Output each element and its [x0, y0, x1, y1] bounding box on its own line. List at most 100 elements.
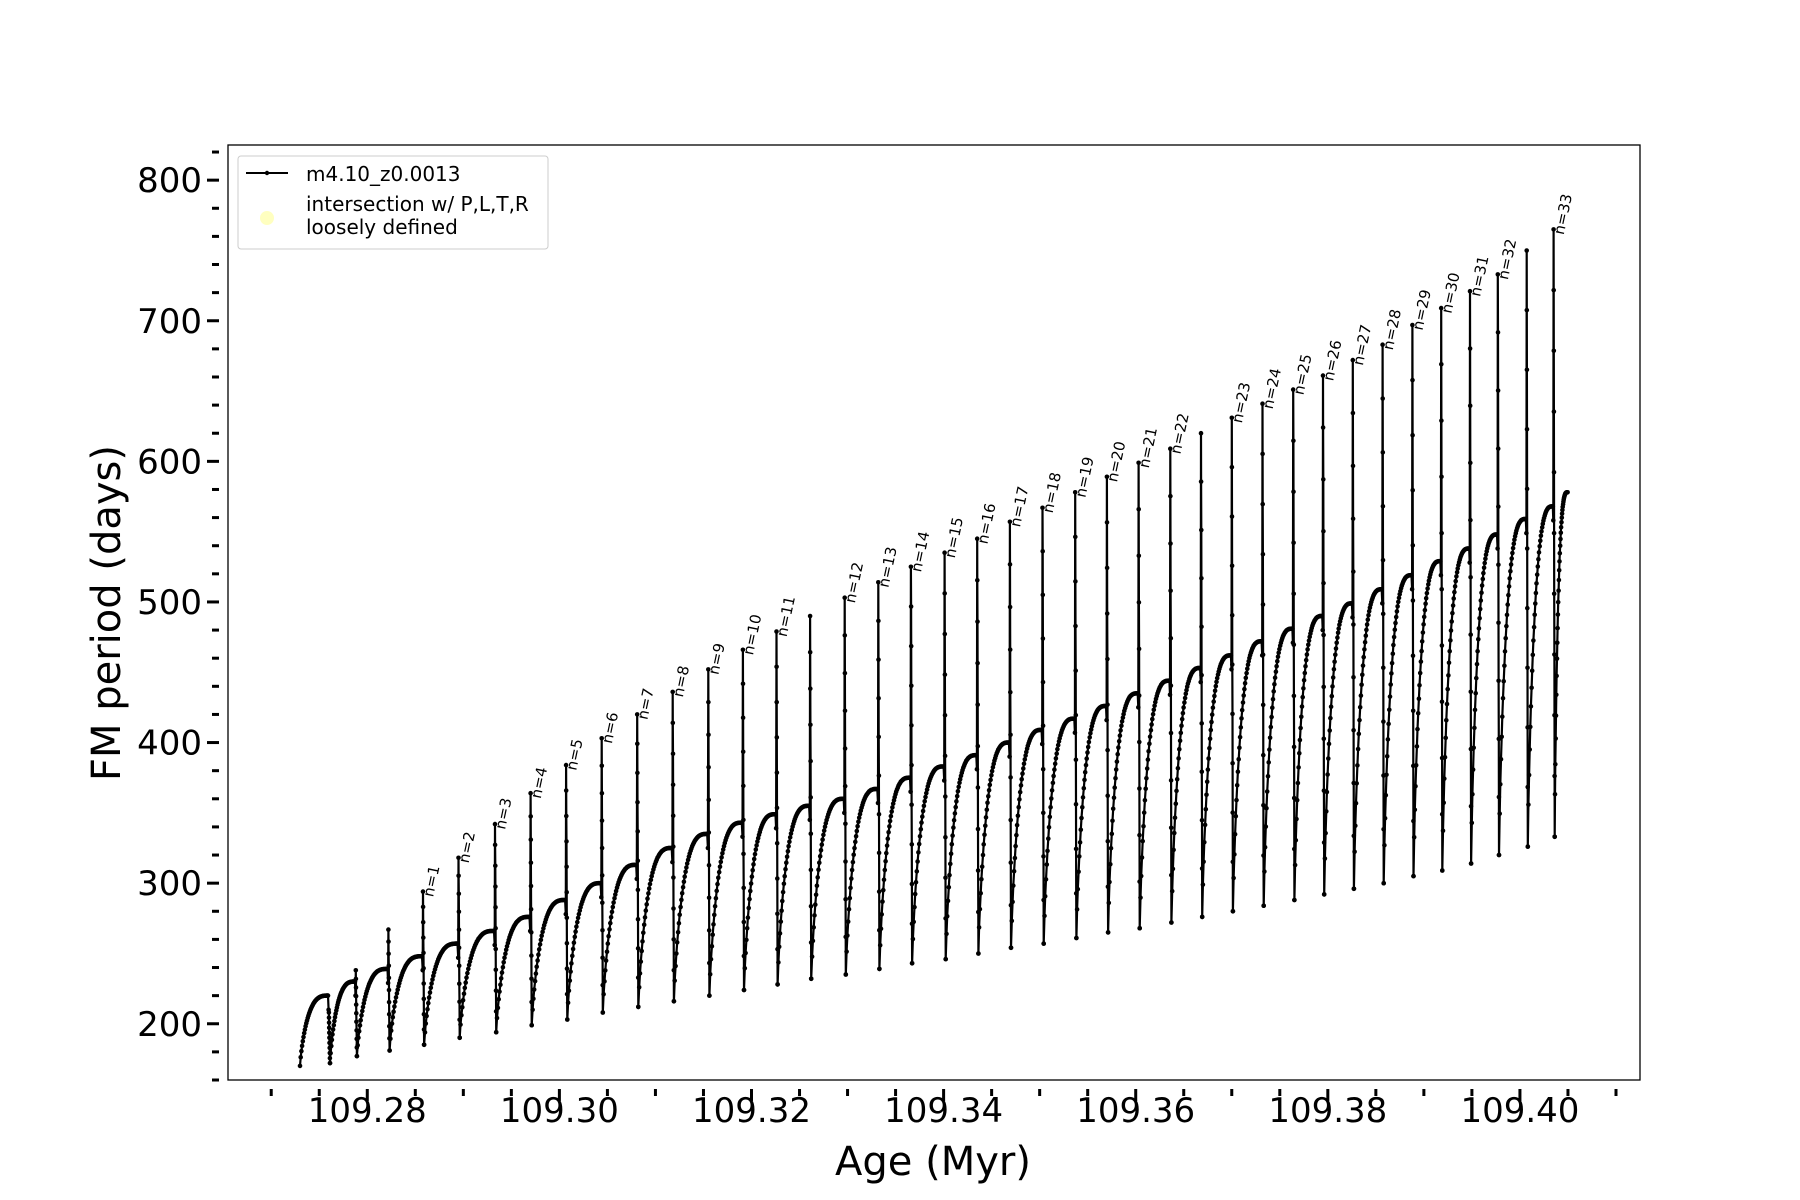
data-point: [975, 826, 981, 832]
data-point: [809, 954, 815, 959]
data-point: [890, 805, 895, 810]
data-point: [1117, 733, 1123, 738]
data-point: [975, 702, 980, 707]
data-point: [775, 911, 780, 917]
data-point: [1136, 693, 1142, 698]
data-point: [1446, 673, 1451, 678]
data-point: [1414, 744, 1420, 749]
data-point: [1198, 679, 1203, 685]
data-point: [493, 863, 498, 868]
data-point: [741, 885, 746, 891]
data-point: [298, 1055, 304, 1060]
data-point: [466, 966, 471, 972]
data-point: [1230, 810, 1235, 815]
data-point: [635, 946, 641, 951]
data-point: [635, 741, 640, 746]
data-point: [706, 928, 712, 933]
data-point: [568, 969, 573, 974]
data-point: [986, 788, 992, 793]
data-point: [716, 875, 721, 881]
data-point: [567, 978, 573, 983]
data-point: [386, 999, 392, 1005]
data-point: [459, 1013, 464, 1018]
data-point: [648, 877, 654, 883]
data-point: [1524, 307, 1530, 313]
data-point: [751, 856, 757, 862]
data-point: [423, 1021, 429, 1026]
data-point: [943, 834, 948, 840]
data-point: [1556, 577, 1562, 583]
data-point: [1523, 516, 1529, 522]
data-point: [1555, 599, 1561, 605]
data-point: [745, 915, 751, 920]
data-point: [876, 812, 882, 817]
data-point: [1416, 696, 1422, 701]
data-point: [1524, 248, 1529, 253]
data-point: [1104, 520, 1110, 525]
data-point: [909, 802, 914, 807]
data-point: [1525, 784, 1530, 790]
data-point: [498, 976, 504, 981]
data-point: [1410, 322, 1415, 328]
data-point: [1527, 747, 1532, 752]
data-point: [1320, 627, 1325, 633]
data-point: [1330, 684, 1335, 689]
data-point: [843, 972, 849, 977]
data-point: [528, 814, 533, 819]
data-point: [1168, 446, 1173, 452]
data-point: [1150, 716, 1155, 722]
data-point: [741, 987, 747, 993]
data-point: [1147, 741, 1152, 746]
data-point: [1381, 880, 1386, 886]
data-point: [570, 953, 575, 959]
data-point: [671, 999, 677, 1004]
data-point: [1104, 611, 1110, 616]
data-point: [1291, 438, 1296, 444]
y-tick-label: 700: [137, 302, 202, 342]
data-point: [1053, 756, 1059, 761]
data-point: [1072, 716, 1077, 721]
data-point: [909, 961, 915, 966]
data-point: [1551, 227, 1556, 232]
data-point: [675, 930, 681, 935]
data-point: [1439, 530, 1444, 536]
data-point: [1336, 626, 1341, 631]
data-point: [954, 793, 960, 799]
legend-label-series: m4.10_z0.0013: [306, 162, 461, 186]
data-point: [562, 897, 568, 903]
data-point: [740, 681, 746, 687]
data-point: [708, 956, 714, 962]
data-point: [1553, 713, 1559, 718]
data-point: [1111, 795, 1117, 800]
data-point: [706, 830, 712, 835]
data-point: [356, 1028, 362, 1034]
data-point: [951, 817, 957, 823]
data-point: [1539, 529, 1544, 534]
data-point: [917, 834, 923, 839]
data-point: [1261, 853, 1266, 858]
data-point: [808, 903, 814, 909]
data-point: [1536, 550, 1542, 555]
data-point: [808, 722, 813, 728]
data-point: [1500, 695, 1506, 701]
data-point: [941, 778, 947, 783]
data-point: [600, 900, 605, 906]
data-point: [950, 833, 955, 838]
data-point: [1558, 536, 1563, 542]
data-point: [1501, 679, 1506, 684]
data-point: [1469, 820, 1475, 826]
data-point: [1446, 660, 1452, 666]
data-point: [1323, 830, 1328, 836]
data-point: [670, 720, 676, 726]
data-point: [1084, 756, 1089, 761]
data-point: [644, 902, 649, 907]
data-point: [528, 906, 534, 912]
data-point: [1214, 675, 1220, 681]
data-point: [705, 845, 711, 851]
data-point: [1229, 563, 1235, 569]
data-point: [635, 858, 641, 863]
data-point: [635, 887, 641, 893]
data-point: [538, 937, 544, 943]
data-point: [1505, 602, 1510, 607]
data-point: [1439, 474, 1444, 480]
